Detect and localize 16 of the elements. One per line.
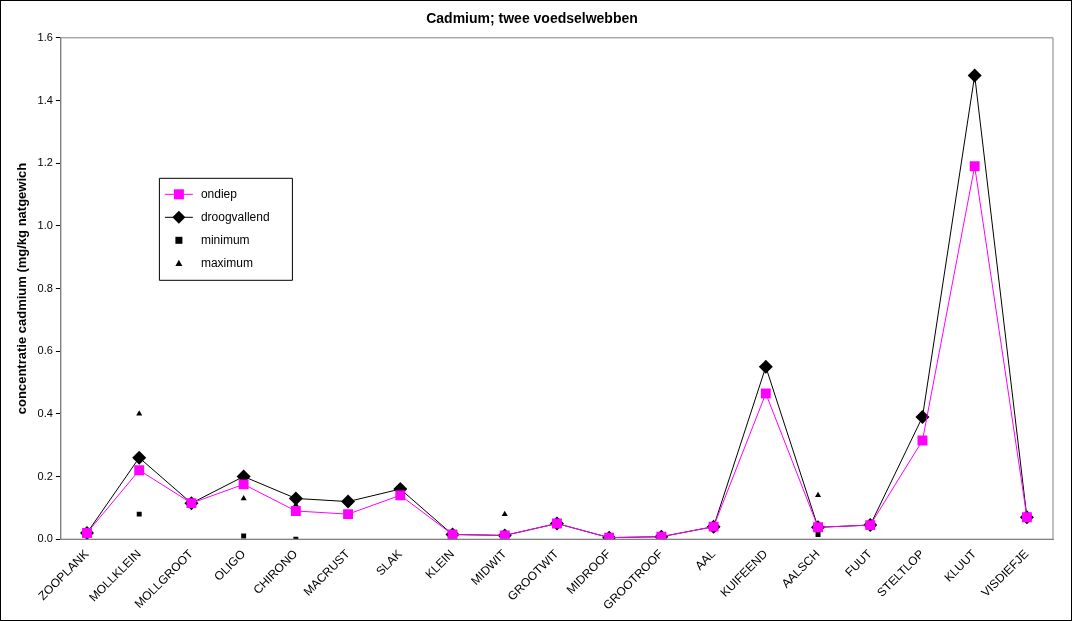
legend-label: ondiep <box>200 186 238 201</box>
legend-label: maximum <box>200 255 253 270</box>
y-axis-title: concentratie cadmium (mg/kg natgewich <box>14 162 30 415</box>
chart-title: Cadmium; twee voedselwebben <box>426 10 638 27</box>
y-tick-label: 0.2 <box>37 469 53 482</box>
y-tick-label: 1.6 <box>37 30 53 43</box>
y-tick-label: 1.4 <box>37 93 53 106</box>
y-tick-label: 0.6 <box>37 344 53 357</box>
y-tick-label: 0.8 <box>37 281 53 294</box>
y-tick-label: 0.0 <box>37 532 53 545</box>
legend-label: minimum <box>200 232 250 247</box>
y-tick-label: 1.0 <box>37 218 53 231</box>
y-tick-label: 0.4 <box>37 406 53 419</box>
x-tick-label: AAL <box>692 546 719 573</box>
legend-label: droogvallend <box>200 209 270 224</box>
y-tick-label: 1.2 <box>37 156 53 169</box>
